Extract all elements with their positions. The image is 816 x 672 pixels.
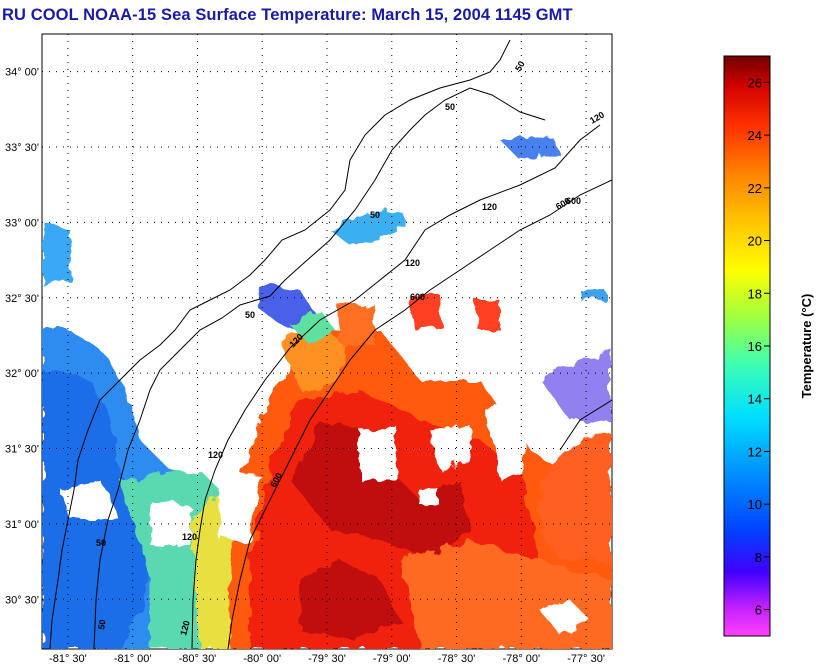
colorbar-ramp xyxy=(723,55,771,637)
isobath-label: 120 xyxy=(208,450,223,460)
map-title: RU COOL NOAA-15 Sea Surface Temperature:… xyxy=(2,6,573,24)
colorbar-tick-label: 16 xyxy=(748,339,762,354)
latitude-label: 30° 30' xyxy=(5,594,39,606)
latitude-label: 32° 30' xyxy=(5,293,39,305)
cloud-gap-4 xyxy=(220,470,260,540)
colorbar-tick-label: 10 xyxy=(748,497,762,512)
isobath-label: 50 xyxy=(445,102,455,112)
colorbar-tick-label: 6 xyxy=(755,603,762,618)
longitude-label: -80° 30' xyxy=(179,653,217,665)
cloud-gap-6 xyxy=(540,600,590,635)
isobath-label: 120 xyxy=(182,532,197,542)
sst-region-nearshore-cyan xyxy=(42,220,70,285)
isobath-label: 50 xyxy=(96,619,108,631)
sst-region-gulfstream-dark xyxy=(290,420,470,560)
sst-field xyxy=(42,135,612,649)
longitude-label: -79° 00' xyxy=(373,653,411,665)
isobath-label: 120 xyxy=(405,258,420,268)
colorbar-tick-label: 8 xyxy=(755,550,762,565)
latitude-label: 33° 30' xyxy=(5,142,39,154)
colorbar-ticks: 6 8 10 12 14 16 18 20 22 24 26 xyxy=(748,75,770,618)
sst-region-east-orange xyxy=(540,430,612,560)
longitude-labels: -81° 30' -81° 00' -80° 30' -80° 00' -79° 30'… xyxy=(49,653,605,665)
latitude-labels: 34° 00' 33° 30' 33° 00' 32° 30' 32° 00' 31° 3… xyxy=(5,67,39,607)
longitude-label: -77° 30' xyxy=(567,653,605,665)
isobath-label: 50 xyxy=(245,310,255,320)
latitude-label: 32° 00' xyxy=(5,368,39,380)
isobath-label: 600 xyxy=(566,196,581,206)
colorbar-tick-label: 20 xyxy=(748,234,762,249)
isobath-label: 120 xyxy=(482,202,497,212)
sst-region-gulfstream-dark-south xyxy=(300,560,400,640)
isobath-label: 600 xyxy=(410,292,425,302)
cloud-gap-3 xyxy=(485,400,525,480)
isobath-label: 50 xyxy=(96,538,106,548)
cloud-gap-8 xyxy=(150,500,190,545)
cloud-gap-1 xyxy=(360,425,395,480)
sst-patch-north-1 xyxy=(330,210,410,245)
sst-patch-east-1 xyxy=(540,350,612,420)
longitude-label: -80° 00' xyxy=(243,653,281,665)
longitude-label: -78° 30' xyxy=(438,653,476,665)
sst-patch-north-4 xyxy=(475,300,500,330)
isobath-label: 50 xyxy=(513,59,527,73)
sst-patch-midshelf-1 xyxy=(280,325,345,390)
sst-patch-north-5 xyxy=(500,135,560,160)
latitude-label: 34° 00' xyxy=(5,67,39,79)
sst-patch-east-2 xyxy=(580,290,605,300)
colorbar: 6 8 10 12 14 16 18 20 22 24 26 Temperature (°C) xyxy=(723,55,814,637)
isobath-label: 120 xyxy=(178,619,192,636)
colorbar-tick-label: 14 xyxy=(748,392,762,407)
longitude-label: -81° 00' xyxy=(114,653,152,665)
longitude-label: -78° 00' xyxy=(502,653,540,665)
isobath-600 xyxy=(227,179,612,649)
longitude-label: -79° 30' xyxy=(308,653,346,665)
coastline-and-isobaths xyxy=(49,39,612,649)
isobath-label: 50 xyxy=(370,210,380,220)
isobath-600-south xyxy=(559,399,612,451)
cloud-gap-5 xyxy=(420,490,440,505)
colorbar-tick-label: 12 xyxy=(748,444,762,459)
latitude-label: 33° 00' xyxy=(5,217,39,229)
latitude-label: 31° 30' xyxy=(5,444,39,456)
latitude-label: 31° 00' xyxy=(5,519,39,531)
isobath-120 xyxy=(191,124,601,649)
longitude-label: -81° 30' xyxy=(49,653,87,665)
colorbar-tick-label: 24 xyxy=(748,128,762,143)
isobath-50 xyxy=(93,87,546,649)
colorbar-title: Temperature (°C) xyxy=(799,294,814,399)
cloud-gap-2 xyxy=(430,425,470,470)
colorbar-tick-label: 22 xyxy=(748,181,762,196)
colorbar-tick-label: 18 xyxy=(748,286,762,301)
sst-patch-north-3 xyxy=(410,295,440,330)
cloud-gap-7 xyxy=(200,400,245,450)
coastline xyxy=(49,39,511,649)
colorbar-tick-label: 26 xyxy=(748,75,762,90)
cloud-gap-9 xyxy=(60,480,120,520)
sst-patch-north-6 xyxy=(338,305,375,345)
